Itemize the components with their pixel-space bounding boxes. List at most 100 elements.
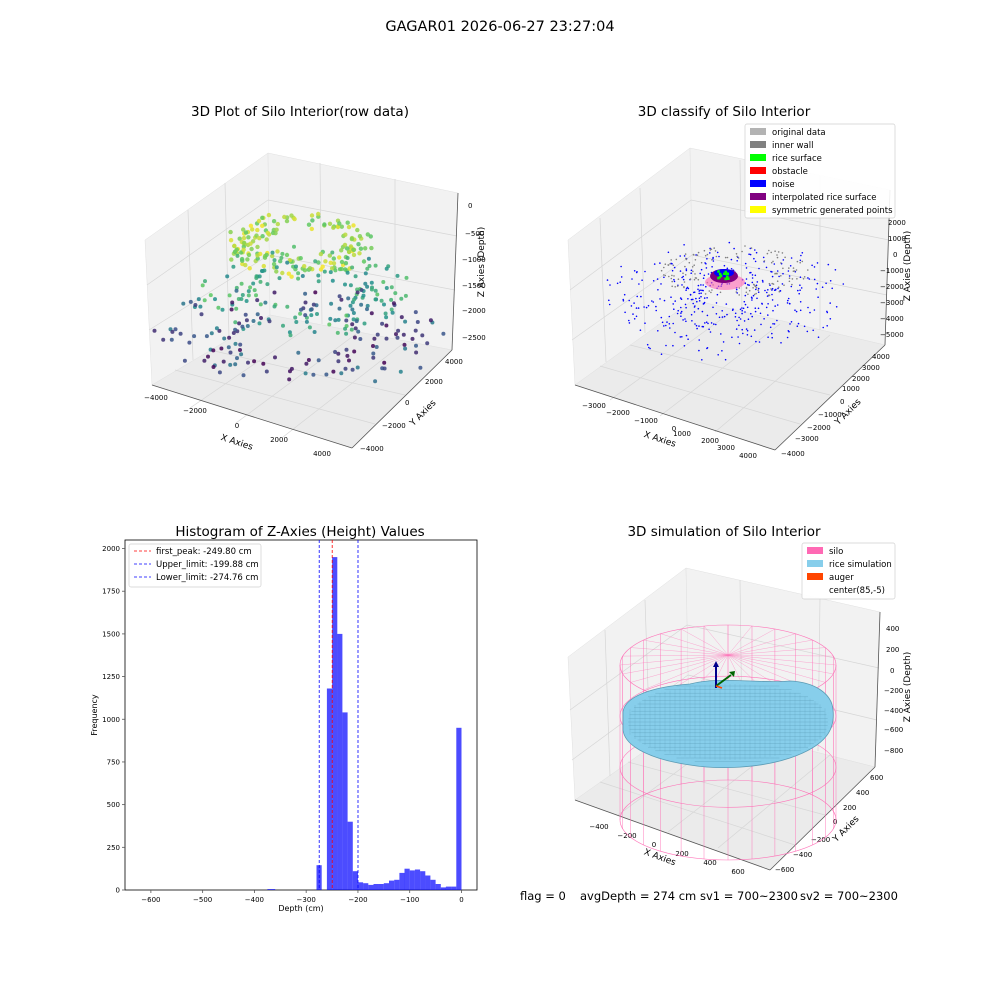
- scatter-point: [246, 360, 250, 365]
- inner-wall-point: [770, 251, 772, 254]
- z-tick-label: −1000: [462, 256, 486, 264]
- noise-point: [683, 345, 686, 347]
- noise-point: [773, 323, 776, 325]
- scatter-point: [289, 366, 294, 371]
- histogram-bar: [451, 886, 457, 890]
- scatter-point: [260, 269, 265, 273]
- scatter-point: [399, 315, 404, 320]
- scatter-point: [263, 300, 268, 305]
- scatter-point: [206, 354, 210, 359]
- x-tick-label: 4000: [739, 452, 757, 460]
- scatter-point: [293, 315, 298, 320]
- status-sv2: sv2 = 700~2300: [800, 889, 898, 903]
- scatter-point: [313, 290, 318, 295]
- scatter-point: [373, 379, 378, 384]
- scatter-point: [233, 327, 238, 332]
- inner-wall-point: [771, 282, 773, 285]
- noise-point: [751, 281, 754, 284]
- noise-point: [696, 327, 698, 330]
- histogram-bar: [389, 880, 395, 890]
- noise-point: [734, 316, 737, 318]
- noise-point: [788, 275, 791, 277]
- noise-point: [697, 284, 700, 287]
- inner-wall-point: [788, 280, 791, 283]
- scatter-point: [415, 320, 420, 324]
- noise-point: [672, 344, 674, 347]
- inner-wall-point: [745, 286, 748, 289]
- scatter-point: [239, 352, 244, 357]
- histogram-bar: [368, 884, 374, 890]
- x-tick-label: 400: [703, 859, 716, 867]
- noise-point: [622, 298, 624, 301]
- scatter-point: [182, 358, 187, 363]
- scatter-point: [389, 297, 394, 302]
- scatter-point: [255, 312, 260, 317]
- scatter-point: [230, 300, 235, 305]
- scatter-point: [260, 234, 265, 239]
- scatter-point: [245, 324, 250, 328]
- scatter-point: [327, 253, 332, 258]
- z-axis: [874, 611, 881, 768]
- scatter-point: [348, 283, 353, 288]
- scatter-point: [316, 358, 321, 363]
- y-tick-label: −600: [775, 866, 794, 874]
- noise-point: [807, 306, 809, 309]
- histogram-bar: [332, 557, 338, 890]
- inner-wall-point: [697, 278, 700, 281]
- noise-point: [703, 301, 706, 304]
- scatter-point: [345, 353, 350, 358]
- scatter-point: [361, 259, 367, 264]
- x-axis: [151, 384, 353, 449]
- inner-wall-point: [795, 269, 798, 271]
- noise-point: [799, 289, 801, 292]
- y-tick-label: 2000: [852, 375, 870, 383]
- z-tick-label: 400: [886, 625, 899, 633]
- noise-point: [774, 289, 777, 291]
- inner-wall-point: [694, 277, 697, 279]
- scatter-point: [272, 290, 277, 295]
- scatter-point: [260, 215, 265, 220]
- noise-point: [813, 309, 816, 311]
- noise-point: [737, 336, 739, 338]
- noise-point: [752, 294, 755, 297]
- scatter-point: [240, 324, 245, 329]
- y-tick-label: 1000: [102, 716, 120, 724]
- noise-point: [667, 251, 670, 254]
- noise-point: [707, 322, 709, 325]
- noise-point: [655, 305, 657, 308]
- noise-point: [655, 309, 657, 312]
- inner-wall-point: [792, 267, 795, 269]
- noise-point: [811, 264, 813, 267]
- scatter-point: [322, 269, 327, 274]
- scatter-point: [296, 271, 301, 276]
- noise-point: [652, 301, 655, 303]
- inner-wall-point: [738, 294, 740, 296]
- noise-point: [755, 251, 758, 254]
- scatter-point: [237, 321, 242, 326]
- scatter-point: [257, 236, 262, 241]
- noise-point: [652, 280, 655, 282]
- inner-wall-point: [710, 291, 712, 294]
- panel-histogram: Histogram of Z-Axies (Height) Values −60…: [90, 524, 478, 913]
- histogram-bar: [326, 688, 333, 890]
- inner-wall-point: [799, 261, 801, 264]
- scatter-point: [337, 221, 342, 226]
- noise-point: [777, 287, 779, 290]
- z-tick-label: −2000: [880, 283, 904, 291]
- z-tick-label: 0: [890, 667, 894, 675]
- noise-point: [763, 318, 765, 320]
- y-tick-label: 200: [843, 804, 856, 812]
- scatter-point: [228, 238, 234, 243]
- inner-wall-point: [660, 269, 663, 272]
- scatter-point: [384, 323, 389, 328]
- noise-point: [751, 277, 754, 279]
- noise-point: [759, 312, 762, 315]
- noise-point: [672, 322, 674, 325]
- noise-point: [754, 310, 757, 313]
- noise-point: [789, 323, 791, 325]
- noise-point: [680, 298, 683, 301]
- scatter-point: [258, 279, 263, 284]
- noise-point: [798, 292, 800, 295]
- noise-point: [686, 286, 689, 289]
- legend-label: interpolated rice surface: [772, 193, 877, 203]
